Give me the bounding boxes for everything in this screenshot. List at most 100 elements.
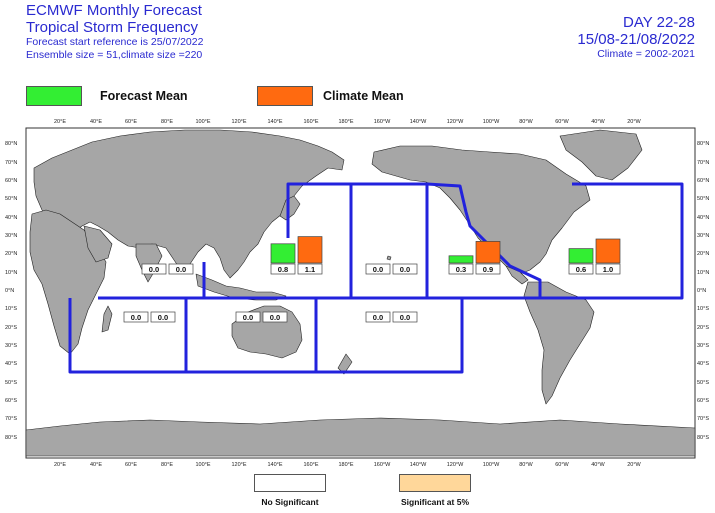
lon-label-top: 120°E bbox=[231, 119, 246, 125]
significant-box bbox=[399, 474, 471, 492]
forecast-value: 0.0 bbox=[373, 265, 383, 274]
lat-label-left: 80°N bbox=[5, 141, 17, 147]
lon-label-top: 80°W bbox=[519, 119, 533, 125]
climate-bar bbox=[595, 238, 621, 264]
swio-boundary bbox=[68, 298, 188, 374]
lat-label-right: 60°S bbox=[697, 398, 709, 404]
forecast-value: 0.0 bbox=[149, 265, 159, 274]
lat-label-right: 40°N bbox=[697, 215, 709, 221]
lon-label-top: 20°E bbox=[54, 119, 66, 125]
lat-label-right: 80°N bbox=[697, 141, 709, 147]
header-left: ECMWF Monthly Forecast Tropical Storm Fr… bbox=[26, 2, 203, 61]
lon-label-bottom: 120°E bbox=[231, 462, 246, 468]
region-6: 0.0 0.0 bbox=[235, 311, 288, 323]
header-right: DAY 22-28 15/08-21/08/2022 Climate = 200… bbox=[577, 14, 695, 61]
lon-label-bottom: 140°W bbox=[410, 462, 427, 468]
lon-label-top: 140°W bbox=[410, 119, 427, 125]
lon-label-bottom: 100°E bbox=[195, 462, 210, 468]
lat-label-right: 70°S bbox=[697, 416, 709, 422]
forecast-value-box bbox=[568, 263, 594, 275]
legend-forecast: Forecast Mean bbox=[26, 86, 188, 106]
lon-label-bottom: 160°W bbox=[374, 462, 391, 468]
lat-label-left: 70°N bbox=[5, 160, 17, 166]
start-reference: Forecast start reference is 25/07/2022 bbox=[26, 36, 204, 48]
lon-label-bottom: 80°W bbox=[519, 462, 533, 468]
lon-label-top: 160°E bbox=[303, 119, 318, 125]
lon-label-top: 40°E bbox=[90, 119, 102, 125]
lon-label-bottom: 180°E bbox=[338, 462, 353, 468]
lat-label-left: 20°N bbox=[5, 251, 17, 257]
climate-period: Climate = 2002-2021 bbox=[597, 48, 695, 60]
climate-value: 0.0 bbox=[270, 313, 280, 322]
lon-label-top: 100°E bbox=[195, 119, 210, 125]
date-range: 15/08-21/08/2022 bbox=[577, 31, 695, 48]
lat-label-left: 20°S bbox=[5, 325, 17, 331]
lat-label-left: 10°S bbox=[5, 306, 17, 312]
region-1: 0.8 1.1 bbox=[270, 236, 323, 275]
lat-label-left: 60°N bbox=[5, 178, 17, 184]
lat-label-right: 20°S bbox=[697, 325, 709, 331]
lon-label-top: 40°W bbox=[591, 119, 605, 125]
forecast-value-box bbox=[365, 263, 391, 275]
climate-value: 0.0 bbox=[176, 265, 186, 274]
climate-value-box bbox=[150, 311, 176, 323]
lon-label-top: 160°W bbox=[374, 119, 391, 125]
forecast-legend-label: Forecast Mean bbox=[100, 89, 188, 103]
lon-label-bottom: 120°W bbox=[447, 462, 464, 468]
cnp-boundary bbox=[351, 182, 429, 300]
no-significant-box bbox=[254, 474, 326, 492]
lon-label-top: 80°E bbox=[161, 119, 173, 125]
region-3: 0.3 0.9 bbox=[448, 241, 501, 275]
climate-value: 0.0 bbox=[400, 313, 410, 322]
region-4: 0.6 1.0 bbox=[568, 238, 621, 275]
lat-label-left: 80°S bbox=[5, 435, 17, 441]
lon-label-bottom: 80°E bbox=[161, 462, 173, 468]
climate-bar bbox=[297, 236, 323, 264]
lat-label-left: 40°S bbox=[5, 361, 17, 367]
climate-value-box bbox=[262, 311, 288, 323]
lon-label-bottom: 60°E bbox=[125, 462, 137, 468]
indonesia-land bbox=[195, 273, 287, 301]
forecast-value: 0.0 bbox=[243, 313, 253, 322]
lat-label-right: 50°N bbox=[697, 196, 709, 202]
forecast-value-box bbox=[123, 311, 149, 323]
lat-label-right: 0°N bbox=[697, 288, 706, 294]
climate-value-box bbox=[595, 263, 621, 275]
antarctica-land bbox=[25, 417, 696, 457]
forecast-bar bbox=[270, 243, 296, 264]
lat-label-right: 40°S bbox=[697, 361, 709, 367]
forecast-value: 0.6 bbox=[576, 265, 586, 274]
climate-value: 1.1 bbox=[305, 265, 315, 274]
lon-label-bottom: 100°W bbox=[483, 462, 500, 468]
lat-label-left: 0°N bbox=[5, 288, 14, 294]
region-2: 0.0 0.0 bbox=[365, 263, 418, 275]
lat-label-right: 10°N bbox=[697, 270, 709, 276]
forecast-bar bbox=[568, 248, 594, 264]
lon-label-top: 100°W bbox=[483, 119, 500, 125]
lat-label-right: 70°N bbox=[697, 160, 709, 166]
forecast-bar bbox=[448, 255, 474, 264]
africa-land bbox=[29, 209, 107, 355]
lat-label-right: 20°N bbox=[697, 251, 709, 257]
climate-value: 0.0 bbox=[158, 313, 168, 322]
lon-label-bottom: 40°E bbox=[90, 462, 102, 468]
climate-bar bbox=[475, 241, 501, 264]
forecast-value: 0.3 bbox=[456, 265, 466, 274]
india-land bbox=[135, 243, 163, 283]
climate-value: 1.0 bbox=[603, 265, 613, 274]
lat-label-right: 60°N bbox=[697, 178, 709, 184]
forecast-value: 0.0 bbox=[373, 313, 383, 322]
new-zealand-land bbox=[337, 353, 353, 375]
lon-label-top: 60°W bbox=[555, 119, 569, 125]
lat-label-right: 30°S bbox=[697, 343, 709, 349]
forecast-value-box bbox=[235, 311, 261, 323]
lat-label-right: 10°S bbox=[697, 306, 709, 312]
landmasses bbox=[25, 129, 696, 457]
lon-label-bottom: 40°W bbox=[591, 462, 605, 468]
lon-label-top: 20°W bbox=[627, 119, 641, 125]
region-7: 0.0 0.0 bbox=[365, 311, 418, 323]
forecast-value: 0.0 bbox=[131, 313, 141, 322]
climate-value-box bbox=[392, 263, 418, 275]
lon-label-top: 180°E bbox=[338, 119, 353, 125]
